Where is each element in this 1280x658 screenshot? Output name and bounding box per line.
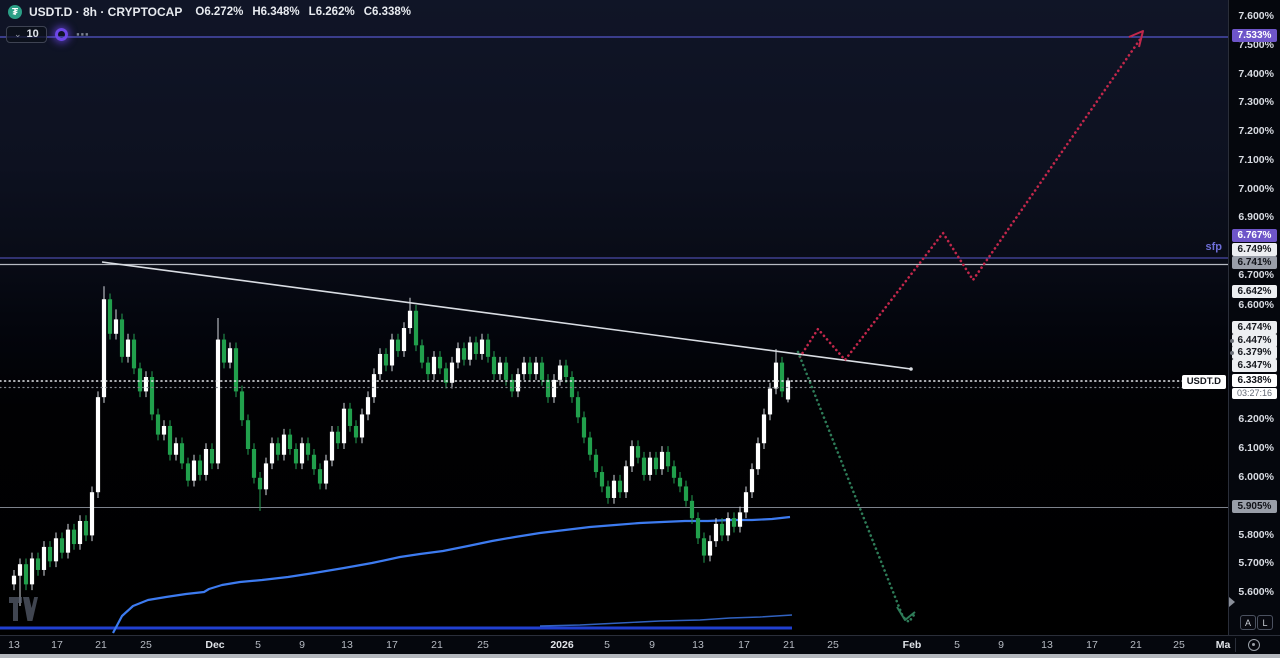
indicator-legend-row: ⌄ 10 ⋯	[6, 26, 91, 43]
price-badge-6379: 6.379%	[1232, 346, 1277, 359]
time-tick: 25	[827, 639, 839, 651]
price-badge-7533: 7.533%	[1232, 29, 1277, 42]
sfp-annotation-label[interactable]: sfp	[1205, 241, 1223, 253]
symbol-header[interactable]: ₮ USDT.D · 8h · CRYPTOCAP O6.272% H6.348…	[8, 5, 411, 19]
bearish-projection-path[interactable]	[796, 350, 918, 624]
price-badge-6642: 6.642%	[1232, 285, 1277, 298]
collapse-axis-arrow-icon[interactable]	[1229, 597, 1235, 607]
time-tick: 17	[386, 639, 398, 651]
time-tick: 21	[783, 639, 795, 651]
axis-marker-dot	[1230, 351, 1234, 355]
time-tick: Feb	[902, 639, 922, 651]
auto-scale-button[interactable]: A	[1240, 615, 1256, 630]
price-tick: 5.700%	[1238, 557, 1274, 569]
time-tick: Ma	[1215, 639, 1231, 651]
price-tick: 6.700%	[1238, 269, 1274, 281]
price-tick: 6.900%	[1238, 211, 1274, 223]
indicator-bullet-icon	[54, 28, 68, 41]
time-tick: 2026	[550, 639, 574, 651]
price-tick: 7.000%	[1238, 183, 1274, 195]
price-badge-6749: 6.749%	[1232, 243, 1277, 256]
price-tick: 6.100%	[1238, 442, 1274, 454]
indicator-period-pill[interactable]: ⌄ 10	[6, 26, 47, 43]
time-tick: 17	[1086, 639, 1098, 651]
horizontal-level-lines[interactable]	[0, 36, 1228, 508]
price-tick: 5.600%	[1238, 586, 1274, 598]
axis-divider	[1235, 638, 1236, 652]
time-tick: 25	[140, 639, 152, 651]
blue-ma-curve[interactable]	[112, 515, 791, 634]
indicator-period-value: 10	[26, 28, 39, 40]
axis-marker-dot	[1230, 339, 1234, 343]
bottom-edge-bar	[0, 654, 1280, 658]
time-tick: 25	[477, 639, 489, 651]
time-tick: 13	[341, 639, 353, 651]
indicator-more-button[interactable]: ⋯	[75, 26, 91, 42]
price-tick: 6.600%	[1238, 299, 1274, 311]
time-tick: 13	[1041, 639, 1053, 651]
time-tick: 17	[51, 639, 63, 651]
price-badge-6767: 6.767%	[1232, 229, 1277, 242]
time-tick: 5	[954, 639, 960, 651]
timezone-clock-icon[interactable]	[1248, 639, 1260, 651]
time-tick: 9	[649, 639, 655, 651]
price-tick: 7.100%	[1238, 154, 1274, 166]
chart-canvas[interactable]: ₮ USDT.D · 8h · CRYPTOCAP O6.272% H6.348…	[0, 0, 1228, 635]
price-tick: 5.800%	[1238, 529, 1274, 541]
price-badge-6474: 6.474%	[1232, 321, 1277, 334]
time-tick: 5	[604, 639, 610, 651]
price-chart[interactable]	[0, 0, 1228, 635]
price-line-symbol-flag: USDT.D	[1181, 375, 1226, 389]
ohlc-values: O6.272% H6.348% L6.262% C6.338%	[195, 6, 412, 18]
price-badge-6741: 6.741%	[1232, 256, 1277, 269]
time-tick: 13	[692, 639, 704, 651]
price-tick: 7.600%	[1238, 10, 1274, 22]
price-tick: 7.200%	[1238, 125, 1274, 137]
price-axis[interactable]: A L 7.600% 7.500% 7.400% 7.300% 7.200% 7.100%…	[1228, 0, 1280, 635]
price-badge-6447: 6.447%	[1232, 334, 1277, 347]
symbol-title[interactable]: USDT.D · 8h · CRYPTOCAP	[29, 5, 183, 19]
bar-countdown: 03:27:16	[1232, 387, 1277, 399]
time-tick: 9	[299, 639, 305, 651]
time-tick: 21	[431, 639, 443, 651]
time-tick: Dec	[205, 639, 225, 651]
secondary-ma-line[interactable]	[539, 614, 793, 627]
price-tick: 6.000%	[1238, 471, 1274, 483]
price-tick: 7.500%	[1238, 39, 1274, 51]
time-tick: 25	[1173, 639, 1185, 651]
candlestick-series[interactable]	[11, 286, 791, 606]
price-badge-6338: 6.338%	[1232, 374, 1277, 387]
price-tick: 7.300%	[1238, 96, 1274, 108]
time-tick: 9	[998, 639, 1004, 651]
time-tick: 21	[95, 639, 107, 651]
price-tick: 7.400%	[1238, 68, 1274, 80]
time-tick: 17	[738, 639, 750, 651]
time-tick: 5	[255, 639, 261, 651]
chevron-down-icon: ⌄	[14, 28, 22, 39]
bullish-projection-path[interactable]	[798, 30, 1144, 363]
time-tick: 21	[1130, 639, 1142, 651]
time-axis[interactable]: 13 17 21 25 Dec 5 9 13 17 21 25 2026 5 9 13 17 21 25 Feb 5 9…	[0, 635, 1280, 654]
price-tick: 6.200%	[1238, 413, 1274, 425]
tether-symbol-icon: ₮	[8, 5, 22, 19]
log-scale-button[interactable]: L	[1257, 615, 1273, 630]
current-price-dotted-lines	[0, 380, 1228, 389]
price-badge-6347: 6.347%	[1232, 359, 1277, 372]
tradingview-watermark-logo	[8, 594, 38, 629]
price-badge-5905: 5.905%	[1232, 500, 1277, 513]
time-tick: 13	[8, 639, 20, 651]
